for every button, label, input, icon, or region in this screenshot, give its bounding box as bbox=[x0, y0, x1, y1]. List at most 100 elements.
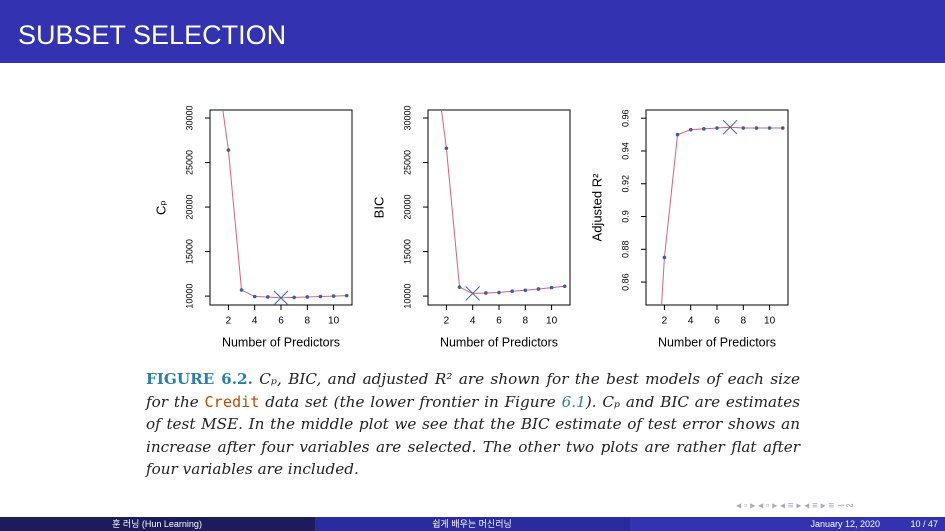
caption-text: ). Cₚ and BIC are estimates of test MSE.… bbox=[146, 392, 800, 479]
x-tick-label: 6 bbox=[714, 316, 720, 327]
footer-author: 훈 러닝 (Hun Learning) bbox=[112, 518, 202, 529]
point-dot bbox=[562, 284, 567, 289]
y-tick-label: 15000 bbox=[402, 239, 412, 264]
x-tick-label: 2 bbox=[226, 316, 232, 327]
point-dot bbox=[318, 294, 323, 299]
caption-text: Cₚ, BIC, and adjusted R² are shown for t… bbox=[146, 370, 800, 411]
figure-caption: FIGURE 6.2. Cₚ, BIC, and adjusted R² are… bbox=[146, 368, 800, 481]
data-point bbox=[252, 294, 257, 299]
data-point bbox=[780, 126, 785, 130]
series-line bbox=[222, 110, 347, 299]
y-tick-label: 10000 bbox=[184, 284, 194, 309]
y-tick-label: 20000 bbox=[402, 195, 412, 220]
y-tick-label: 0.94 bbox=[620, 142, 630, 160]
data-point bbox=[444, 146, 449, 151]
y-tick-label: 0.92 bbox=[620, 175, 630, 193]
footer-course: 쉽게 배우는 머신러닝 bbox=[432, 519, 512, 529]
slide-title: SUBSET SELECTION bbox=[18, 20, 286, 50]
data-point bbox=[675, 132, 680, 137]
y-tick-label: 30000 bbox=[402, 105, 412, 130]
plot-frame bbox=[427, 109, 571, 306]
data-point bbox=[344, 293, 349, 298]
footer-middle bbox=[315, 517, 630, 531]
y-tick-label: 0.96 bbox=[620, 109, 630, 127]
y-tick-label: 25000 bbox=[184, 150, 194, 175]
data-point bbox=[662, 255, 667, 260]
header-bar bbox=[0, 0, 945, 63]
x-tick-label: 10 bbox=[546, 316, 558, 327]
x-tick-label: 4 bbox=[252, 316, 258, 327]
data-point bbox=[562, 284, 567, 289]
caption-text: data set (the lower frontier in Figure bbox=[259, 392, 562, 411]
data-point bbox=[292, 295, 296, 300]
data-point bbox=[266, 295, 270, 299]
data-point bbox=[722, 119, 738, 135]
point-dot bbox=[239, 288, 244, 292]
y-axis-label: BIC bbox=[371, 197, 386, 219]
point-dot bbox=[767, 126, 772, 130]
data-point bbox=[536, 287, 541, 291]
caption-code: Credit bbox=[204, 392, 260, 411]
data-point bbox=[465, 286, 481, 301]
y-tick-label: 0.88 bbox=[620, 241, 630, 259]
plot-frame bbox=[645, 109, 789, 306]
x-tick-label: 4 bbox=[470, 316, 476, 327]
y-tick-label: 30000 bbox=[184, 105, 194, 130]
point-dot bbox=[510, 289, 514, 293]
point-dot bbox=[252, 294, 257, 299]
data-point bbox=[688, 127, 693, 132]
point-dot bbox=[741, 126, 746, 130]
caption-ref[interactable]: 6.1 bbox=[561, 392, 586, 411]
x-tick-label: 6 bbox=[278, 316, 284, 327]
data-point bbox=[226, 148, 231, 152]
plot-frame bbox=[209, 109, 353, 306]
point-dot bbox=[497, 290, 501, 295]
caption-label: FIGURE 6.2. bbox=[146, 370, 253, 388]
best-marker bbox=[465, 286, 481, 301]
data-point bbox=[741, 126, 746, 130]
point-dot bbox=[444, 146, 449, 151]
data-point bbox=[457, 285, 462, 289]
data-point bbox=[510, 289, 514, 293]
x-axis-label: Number of Predictors bbox=[658, 335, 776, 349]
data-point bbox=[767, 126, 772, 130]
x-axis-label: Number of Predictors bbox=[222, 335, 340, 349]
x-axis-label: Number of Predictors bbox=[440, 335, 558, 349]
y-tick-label: 0.9 bbox=[620, 210, 630, 223]
point-dot bbox=[662, 255, 667, 260]
x-tick-label: 10 bbox=[764, 316, 776, 327]
point-dot bbox=[523, 288, 528, 293]
point-dot bbox=[702, 127, 706, 131]
y-axis-label: Adjusted R² bbox=[589, 173, 604, 242]
y-tick-label: 20000 bbox=[184, 195, 194, 220]
data-point bbox=[331, 294, 336, 298]
point-dot bbox=[226, 148, 231, 152]
x-tick-label: 8 bbox=[523, 316, 529, 327]
data-point bbox=[305, 295, 310, 299]
data-point bbox=[754, 126, 759, 130]
point-dot bbox=[549, 285, 554, 290]
y-tick-label: 15000 bbox=[184, 239, 194, 264]
data-point bbox=[239, 288, 244, 292]
footer-page: 10 / 47 bbox=[910, 519, 938, 529]
x-tick-label: 2 bbox=[662, 316, 668, 327]
point-dot bbox=[780, 126, 785, 130]
x-tick-label: 8 bbox=[305, 316, 311, 327]
data-point bbox=[523, 288, 528, 293]
footer-date: January 12, 2020 bbox=[810, 519, 880, 529]
x-tick-label: 2 bbox=[444, 316, 450, 327]
data-point bbox=[702, 127, 706, 131]
data-point bbox=[318, 294, 323, 299]
point-dot bbox=[675, 132, 680, 137]
y-tick-label: 10000 bbox=[402, 284, 412, 309]
x-tick-label: 10 bbox=[328, 316, 340, 327]
best-marker bbox=[722, 119, 738, 135]
x-tick-label: 4 bbox=[688, 316, 694, 327]
point-dot bbox=[754, 126, 759, 130]
point-dot bbox=[457, 285, 462, 289]
point-dot bbox=[484, 291, 488, 295]
nav-symbols[interactable]: ◂ ▫ ▸ ◂ ▫ ▸ ◂ ≡ ▸ ◂ ≡ ▸ ≡ ∽∾ bbox=[736, 501, 854, 512]
best-marker bbox=[273, 290, 289, 305]
